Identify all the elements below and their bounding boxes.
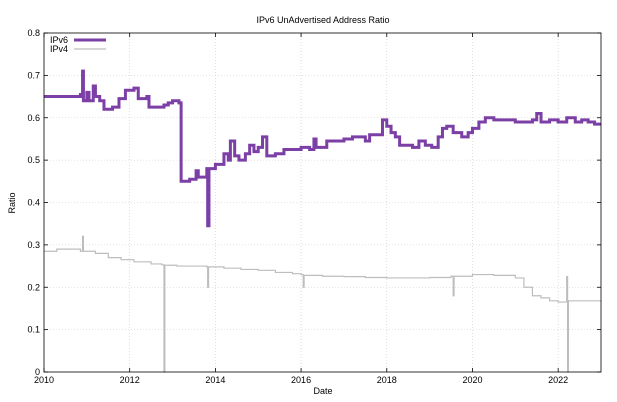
y-tick-label: 0.1 bbox=[27, 325, 40, 335]
plot-frame bbox=[43, 32, 602, 373]
y-tick-label: 0.3 bbox=[27, 240, 40, 250]
x-tick-label: 2014 bbox=[205, 375, 225, 385]
series-group bbox=[44, 69, 602, 373]
x-tick-label: 2012 bbox=[120, 375, 140, 385]
chart-title: IPv6 UnAdvertised Address Ratio bbox=[256, 15, 389, 25]
x-tick-label: 2022 bbox=[548, 375, 568, 385]
y-axis: 0 0.1 0.2 0.3 0.4 0.5 0.6 0.7 0.8 bbox=[27, 28, 601, 377]
series-line-ipv6 bbox=[44, 69, 601, 228]
y-tick-label: 0.5 bbox=[27, 155, 40, 165]
y-tick-label: 0.8 bbox=[27, 28, 40, 38]
y-axis-label: Ratio bbox=[7, 192, 17, 213]
grid bbox=[44, 33, 601, 372]
y-tick-label: 0 bbox=[35, 367, 40, 377]
legend-label-ipv6: IPv6 bbox=[50, 35, 68, 45]
y-tick-label: 0.6 bbox=[27, 113, 40, 123]
series-line-ipv4 bbox=[44, 235, 602, 373]
x-axis: 2010 2012 2014 2016 2018 2020 2022 bbox=[34, 33, 568, 385]
x-tick-label: 2018 bbox=[377, 375, 397, 385]
x-tick-label: 2016 bbox=[291, 375, 311, 385]
x-axis-label: Date bbox=[313, 386, 332, 396]
x-tick-label: 2020 bbox=[462, 375, 482, 385]
legend-label-ipv4: IPv4 bbox=[50, 44, 68, 54]
y-tick-label: 0.4 bbox=[27, 198, 40, 208]
y-tick-label: 0.2 bbox=[27, 282, 40, 292]
y-tick-label: 0.7 bbox=[27, 70, 40, 80]
x-tick-label: 2010 bbox=[34, 375, 54, 385]
